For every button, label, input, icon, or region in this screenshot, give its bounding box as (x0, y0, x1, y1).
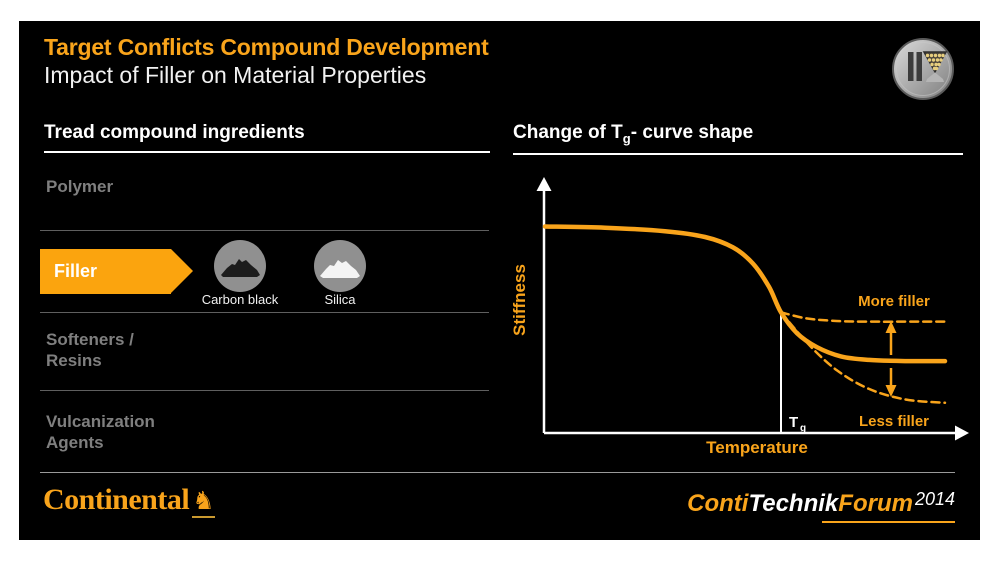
tg-curve-chart: Stiffness Temperature More filler Less f… (510, 177, 969, 457)
ingredient-filler-highlight: Filler (40, 249, 193, 294)
y-axis-arrow-icon (536, 177, 552, 191)
funnel-granules (925, 53, 945, 71)
ingredient-polymer: Polymer (46, 177, 114, 196)
funnel-icon (922, 51, 948, 74)
x-axis-arrow-icon (955, 425, 969, 441)
curve-shape-heading: Change of Tg- curve shape (513, 122, 963, 155)
silica-powder-icon (314, 240, 366, 292)
event-wordmark: ContiTechnikForum 2014 (687, 489, 955, 523)
more-filler-arrow-icon (885, 321, 897, 355)
heading-suffix: - curve shape (630, 122, 754, 143)
event-year: 2014 (914, 489, 955, 509)
silica-label: Silica (324, 292, 356, 307)
event-underline (822, 521, 955, 523)
less-filler-arrow-icon (885, 368, 897, 397)
tg-label-main: T (789, 414, 798, 431)
chart-curve-less-filler (779, 311, 947, 405)
ingredient-softeners-resins: Softeners / Resins (46, 329, 134, 371)
tg-label-sub: g (800, 423, 806, 434)
ingredients-heading: Tread compound ingredients (44, 122, 490, 153)
divider (40, 230, 489, 231)
powder-pile (926, 72, 944, 82)
continental-wordmark: Continental (43, 483, 190, 516)
ingredient-filler-label: Filler (54, 261, 98, 281)
less-filler-label: Less filler (859, 413, 929, 430)
horse-icon: ♞ (192, 486, 215, 518)
continental-logo: Continental ♞ (43, 483, 215, 518)
slide-title: Target Conflicts Compound Development (44, 34, 489, 60)
event-technik: Technik (748, 490, 839, 517)
event-conti: Conti (687, 490, 749, 517)
divider (40, 312, 489, 313)
mixer-bar (908, 52, 914, 81)
carbon-black-powder-icon (214, 240, 266, 292)
footer-divider (40, 472, 955, 473)
more-filler-label: More filler (858, 293, 930, 310)
softeners-line1: Softeners / (46, 330, 134, 349)
mixer-bar (916, 52, 922, 81)
x-axis-label: Temperature (706, 438, 808, 457)
carbon-black-label: Carbon black (201, 292, 279, 307)
heading-subscript: g (622, 130, 631, 146)
heading-prefix: Change of T (513, 122, 623, 143)
compounding-mixer-icon (892, 38, 954, 100)
vulcanization-line2: Agents (46, 433, 104, 452)
event-forum: Forum (838, 490, 913, 517)
softeners-line2: Resins (46, 351, 102, 370)
y-axis-label: Stiffness (510, 264, 529, 336)
vulcanization-line1: Vulcanization (46, 412, 155, 431)
slide: Target Conflicts Compound Development Im… (19, 21, 980, 540)
chart-curve-more-filler (779, 311, 947, 323)
ingredient-vulcanization-agents: Vulcanization Agents (46, 411, 155, 453)
slide-subtitle: Impact of Filler on Material Properties (44, 62, 427, 88)
divider (40, 390, 489, 391)
chart-curve-solid (542, 224, 948, 364)
